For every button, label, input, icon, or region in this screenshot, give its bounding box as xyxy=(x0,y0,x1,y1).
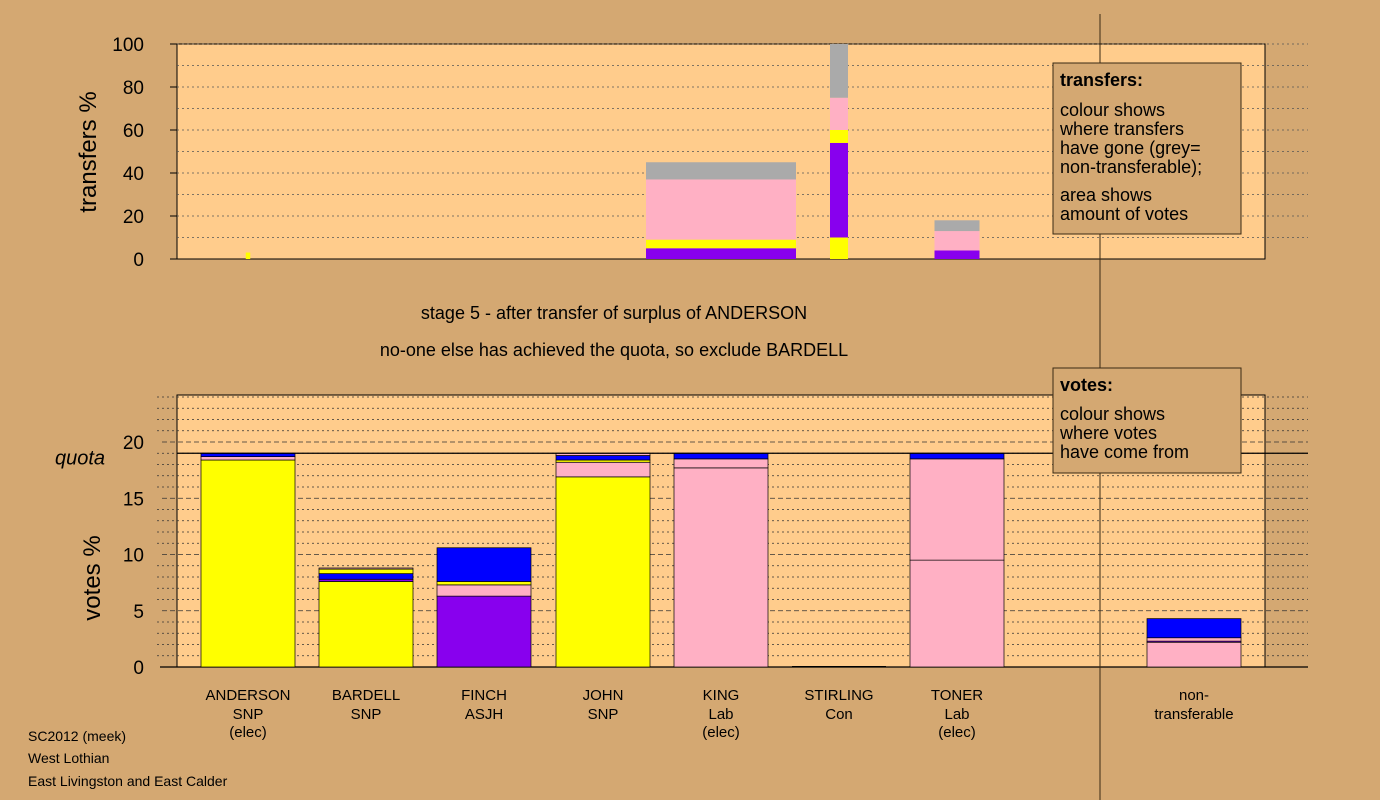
votes-legend-line: colour shows xyxy=(1060,404,1165,424)
transfers-legend-line: area shows xyxy=(1060,185,1152,205)
transfers-legend-title: transfers: xyxy=(1060,70,1143,90)
transfer-segment xyxy=(829,130,849,143)
vote-segment xyxy=(555,461,651,478)
transfer-segment xyxy=(934,220,980,232)
votes-legend: votes: colour shows where votes have com… xyxy=(1052,367,1242,474)
transfers-legend-line: non-transferable); xyxy=(1060,157,1202,177)
vote-segment xyxy=(318,567,414,570)
candidate-name: TONER xyxy=(931,687,983,704)
vote-segment xyxy=(555,476,651,668)
vote-segment xyxy=(436,595,532,668)
candidate-party: SNP xyxy=(351,706,382,723)
vote-segment xyxy=(318,568,414,574)
candidate-name: KING xyxy=(703,687,740,704)
transfers-legend-line: amount of votes xyxy=(1060,204,1188,224)
vote-segment xyxy=(673,452,769,460)
transfer-segment xyxy=(645,179,797,240)
transfers-legend: transfers: colour shows where transfers … xyxy=(1052,62,1242,235)
vote-segment xyxy=(436,547,532,582)
candidate-name: JOHN xyxy=(583,687,624,704)
transfers-legend-line: have gone (grey= xyxy=(1060,138,1201,158)
votes-legend-line: where votes xyxy=(1059,423,1157,443)
nontransferable-label: transferable xyxy=(1154,706,1233,723)
candidate-name: ANDERSON xyxy=(205,687,290,704)
transfer-segment xyxy=(645,239,797,249)
transfer-segment xyxy=(245,252,251,259)
transfer-segment xyxy=(934,231,980,251)
footer-line: West Lothian xyxy=(28,750,109,766)
votes-axis-label: votes % xyxy=(79,535,106,620)
transfer-segment xyxy=(829,142,849,238)
votes-legend-line: have come from xyxy=(1060,442,1189,462)
votes-legend-title: votes: xyxy=(1060,375,1113,395)
vote-segment xyxy=(1146,637,1242,642)
transfer-segment xyxy=(645,248,797,259)
vote-segment xyxy=(555,455,651,461)
vote-segment xyxy=(1146,641,1242,668)
transfer-segment xyxy=(829,97,849,130)
transfer-segment xyxy=(829,44,849,98)
vote-segment xyxy=(909,458,1005,561)
nontransferable-label: non- xyxy=(1179,687,1209,704)
candidate-party: SNP xyxy=(233,706,264,723)
candidate-party: Lab xyxy=(944,706,969,723)
y-tick-label: 5 xyxy=(133,602,144,623)
vote-segment xyxy=(1146,618,1242,639)
candidate-status: (elec) xyxy=(229,724,267,741)
y-tick-label: 20 xyxy=(123,433,144,454)
vote-segment xyxy=(200,459,296,668)
vote-segment xyxy=(436,584,532,597)
y-tick-label: 0 xyxy=(133,250,144,271)
candidate-party: ASJH xyxy=(465,706,503,723)
stage-titles: stage 5 - after transfer of surplus of A… xyxy=(380,303,848,360)
vote-segment xyxy=(318,573,414,580)
vote-segment xyxy=(673,467,769,668)
y-tick-label: 40 xyxy=(123,164,144,185)
vote-segment xyxy=(200,456,296,461)
transfers-legend-line: colour shows xyxy=(1060,100,1165,120)
y-tick-label: 100 xyxy=(112,35,144,56)
candidate-party: Con xyxy=(825,706,853,723)
y-tick-label: 80 xyxy=(123,78,144,99)
transfer-segment xyxy=(934,250,980,259)
vote-segment xyxy=(436,581,532,586)
candidate-party: Lab xyxy=(708,706,733,723)
vote-segment xyxy=(909,452,1005,460)
y-tick-label: 10 xyxy=(123,546,144,567)
footer-line: SC2012 (meek) xyxy=(28,728,126,744)
y-tick-label: 15 xyxy=(123,489,144,510)
stage-title-line2: no-one else has achieved the quota, so e… xyxy=(380,340,848,360)
y-tick-label: 20 xyxy=(123,207,144,228)
vote-segment xyxy=(318,581,414,668)
transfers-axis-label: transfers % xyxy=(75,91,102,212)
transfer-segment xyxy=(829,237,849,259)
y-tick-label: 0 xyxy=(133,658,144,679)
candidate-name: FINCH xyxy=(461,687,507,704)
y-tick-label: 60 xyxy=(123,121,144,142)
candidate-name: STIRLING xyxy=(804,687,873,704)
candidate-name: BARDELL xyxy=(332,687,400,704)
footer: SC2012 (meek) West Lothian East Livingst… xyxy=(28,728,228,789)
candidate-party: SNP xyxy=(588,706,619,723)
candidate-status: (elec) xyxy=(938,724,976,741)
stage-title-line1: stage 5 - after transfer of surplus of A… xyxy=(421,303,807,323)
candidate-status: (elec) xyxy=(702,724,740,741)
transfers-legend-line: where transfers xyxy=(1059,119,1184,139)
quota-label: quota xyxy=(55,447,105,469)
vote-segment xyxy=(909,559,1005,668)
footer-line: East Livingston and East Calder xyxy=(28,773,228,789)
vote-segment xyxy=(673,458,769,469)
transfer-segment xyxy=(645,162,797,180)
